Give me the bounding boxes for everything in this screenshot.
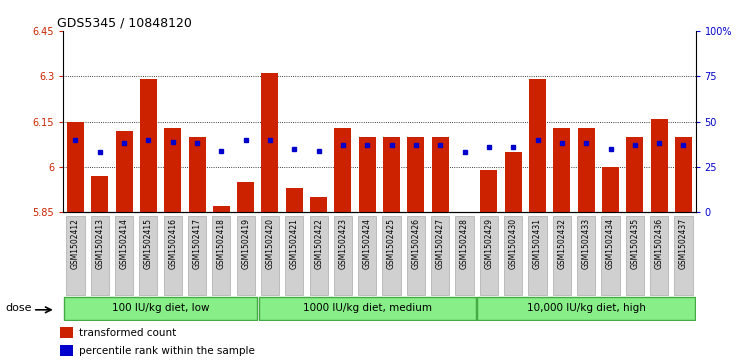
Bar bbox=[383, 137, 400, 212]
FancyBboxPatch shape bbox=[64, 297, 257, 320]
Text: GSM1502413: GSM1502413 bbox=[95, 218, 104, 269]
Text: GSM1502429: GSM1502429 bbox=[484, 218, 493, 269]
FancyBboxPatch shape bbox=[626, 216, 644, 295]
Bar bbox=[92, 176, 108, 212]
FancyBboxPatch shape bbox=[504, 216, 522, 295]
Bar bbox=[481, 170, 498, 212]
Bar bbox=[335, 128, 351, 212]
Text: dose: dose bbox=[6, 303, 32, 313]
FancyBboxPatch shape bbox=[358, 216, 376, 295]
FancyBboxPatch shape bbox=[139, 216, 158, 295]
Text: GSM1502417: GSM1502417 bbox=[193, 218, 202, 269]
Bar bbox=[60, 327, 73, 338]
Text: GSM1502434: GSM1502434 bbox=[606, 218, 615, 269]
Bar bbox=[432, 137, 449, 212]
Text: GSM1502430: GSM1502430 bbox=[509, 218, 518, 269]
FancyBboxPatch shape bbox=[259, 297, 476, 320]
Bar bbox=[626, 137, 644, 212]
FancyBboxPatch shape bbox=[212, 216, 231, 295]
Text: GSM1502422: GSM1502422 bbox=[314, 218, 323, 269]
Bar bbox=[577, 128, 594, 212]
Text: GSM1502425: GSM1502425 bbox=[387, 218, 396, 269]
Text: GSM1502419: GSM1502419 bbox=[241, 218, 250, 269]
Bar bbox=[310, 197, 327, 212]
FancyBboxPatch shape bbox=[310, 216, 328, 295]
Text: GSM1502414: GSM1502414 bbox=[120, 218, 129, 269]
Bar bbox=[602, 167, 619, 212]
Text: GSM1502435: GSM1502435 bbox=[630, 218, 639, 269]
Text: GSM1502428: GSM1502428 bbox=[460, 218, 469, 269]
Text: percentile rank within the sample: percentile rank within the sample bbox=[79, 346, 254, 356]
Text: GDS5345 / 10848120: GDS5345 / 10848120 bbox=[57, 17, 192, 30]
Bar bbox=[675, 137, 692, 212]
FancyBboxPatch shape bbox=[261, 216, 279, 295]
Text: GSM1502412: GSM1502412 bbox=[71, 218, 80, 269]
FancyBboxPatch shape bbox=[650, 216, 668, 295]
FancyBboxPatch shape bbox=[91, 216, 109, 295]
FancyBboxPatch shape bbox=[188, 216, 206, 295]
Bar bbox=[115, 131, 132, 212]
Text: GSM1502432: GSM1502432 bbox=[557, 218, 566, 269]
Text: GSM1502415: GSM1502415 bbox=[144, 218, 153, 269]
Text: transformed count: transformed count bbox=[79, 327, 176, 338]
FancyBboxPatch shape bbox=[164, 216, 182, 295]
Bar bbox=[529, 79, 546, 212]
Bar bbox=[554, 128, 571, 212]
Text: 100 IU/kg diet, low: 100 IU/kg diet, low bbox=[112, 303, 209, 313]
Bar bbox=[60, 346, 73, 356]
Bar bbox=[286, 188, 303, 212]
Text: GSM1502426: GSM1502426 bbox=[411, 218, 420, 269]
FancyBboxPatch shape bbox=[237, 216, 254, 295]
FancyBboxPatch shape bbox=[407, 216, 425, 295]
Text: GSM1502416: GSM1502416 bbox=[168, 218, 177, 269]
Text: GSM1502431: GSM1502431 bbox=[533, 218, 542, 269]
Text: GSM1502427: GSM1502427 bbox=[436, 218, 445, 269]
Text: GSM1502421: GSM1502421 bbox=[290, 218, 299, 269]
Bar bbox=[651, 119, 667, 212]
Bar bbox=[188, 137, 205, 212]
Bar bbox=[359, 137, 376, 212]
Text: 1000 IU/kg diet, medium: 1000 IU/kg diet, medium bbox=[303, 303, 432, 313]
FancyBboxPatch shape bbox=[382, 216, 401, 295]
FancyBboxPatch shape bbox=[553, 216, 571, 295]
FancyBboxPatch shape bbox=[285, 216, 304, 295]
FancyBboxPatch shape bbox=[601, 216, 620, 295]
FancyBboxPatch shape bbox=[455, 216, 474, 295]
Text: GSM1502423: GSM1502423 bbox=[339, 218, 347, 269]
Bar bbox=[237, 182, 254, 212]
FancyBboxPatch shape bbox=[66, 216, 85, 295]
Text: GSM1502437: GSM1502437 bbox=[679, 218, 688, 269]
FancyBboxPatch shape bbox=[431, 216, 449, 295]
FancyBboxPatch shape bbox=[334, 216, 352, 295]
Bar bbox=[67, 122, 84, 212]
FancyBboxPatch shape bbox=[577, 216, 595, 295]
Text: GSM1502436: GSM1502436 bbox=[655, 218, 664, 269]
Text: GSM1502418: GSM1502418 bbox=[217, 218, 226, 269]
Bar bbox=[261, 73, 278, 212]
Text: GSM1502420: GSM1502420 bbox=[266, 218, 275, 269]
FancyBboxPatch shape bbox=[478, 297, 695, 320]
Text: 10,000 IU/kg diet, high: 10,000 IU/kg diet, high bbox=[527, 303, 646, 313]
Bar bbox=[213, 206, 230, 212]
FancyBboxPatch shape bbox=[674, 216, 693, 295]
Bar bbox=[164, 128, 182, 212]
FancyBboxPatch shape bbox=[115, 216, 133, 295]
FancyBboxPatch shape bbox=[480, 216, 498, 295]
Text: GSM1502433: GSM1502433 bbox=[582, 218, 591, 269]
FancyBboxPatch shape bbox=[528, 216, 547, 295]
Bar bbox=[140, 79, 157, 212]
Bar bbox=[504, 152, 522, 212]
Text: GSM1502424: GSM1502424 bbox=[363, 218, 372, 269]
Bar bbox=[408, 137, 424, 212]
